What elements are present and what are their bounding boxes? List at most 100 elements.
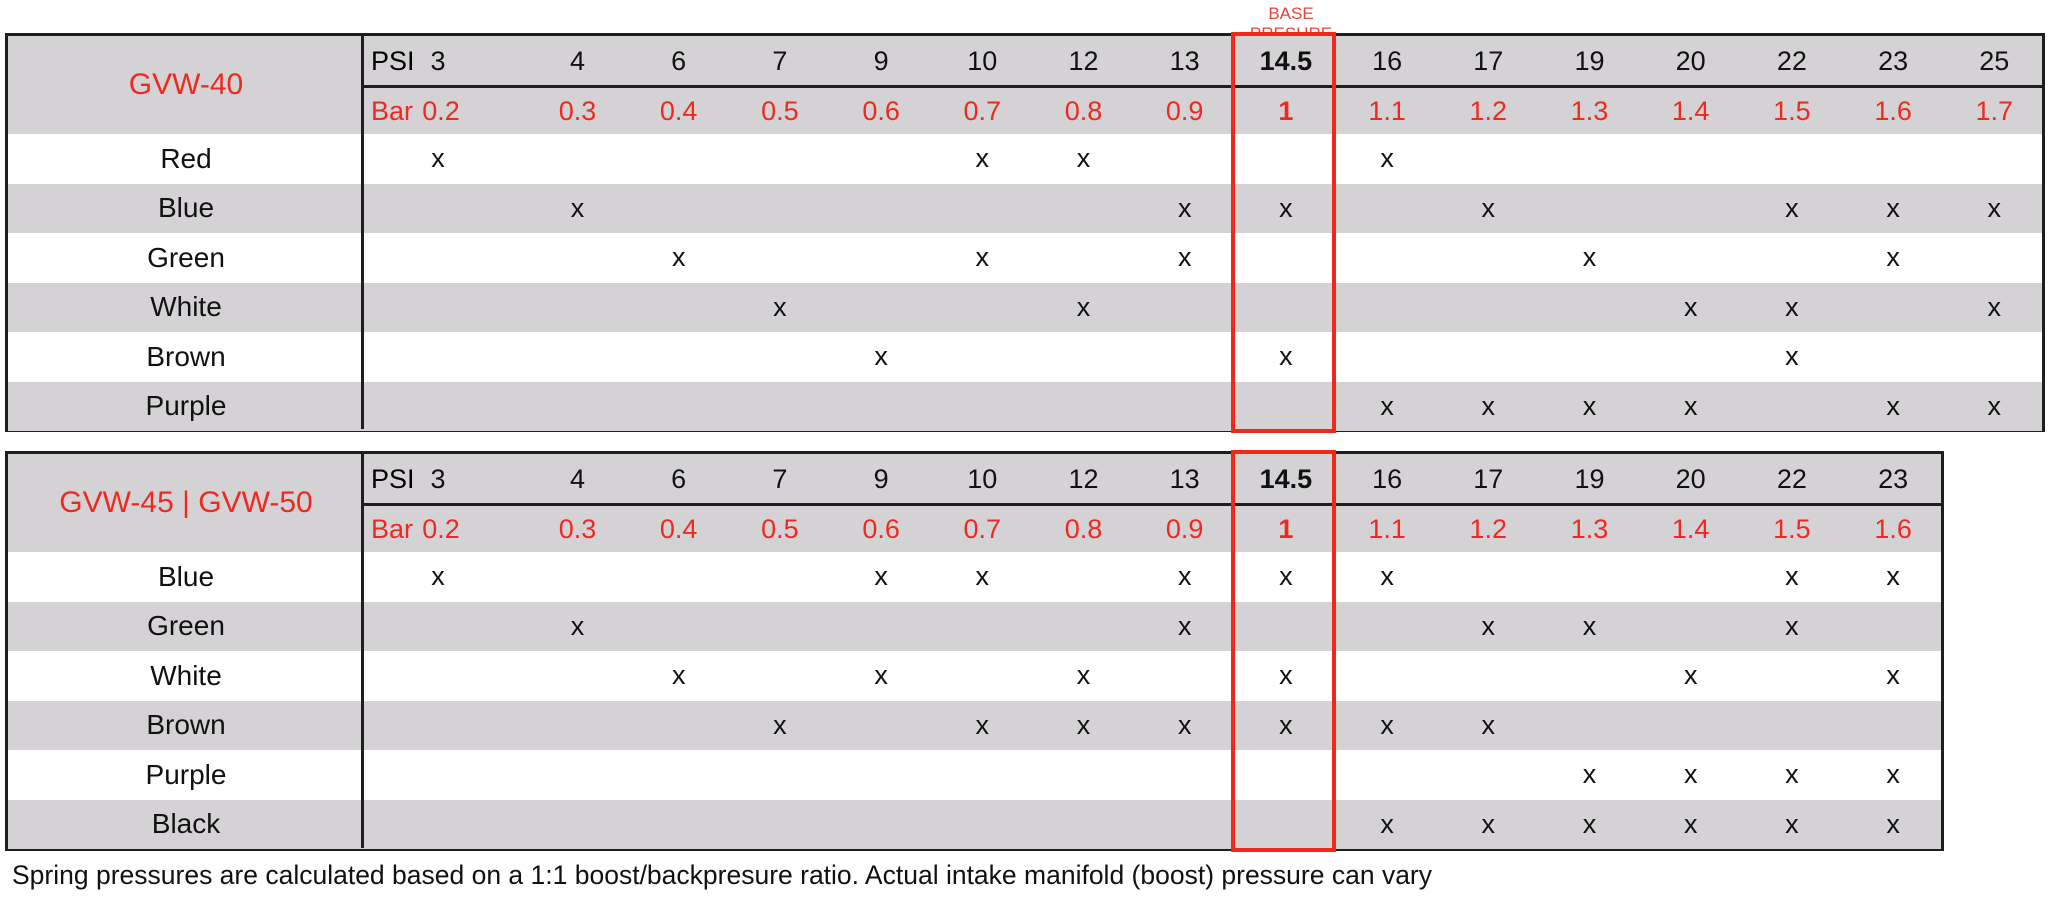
mark-x: x	[1380, 808, 1394, 839]
bar-value: 0.7	[963, 513, 1002, 544]
table-row: Purple x x x x	[8, 750, 1941, 800]
psi-value: 6	[671, 463, 687, 494]
mark-x: x	[1076, 660, 1091, 691]
table-row: Blue x x x x x x x x	[8, 552, 1941, 602]
bar-value: 1.5	[1773, 513, 1811, 544]
psi-row: PSI 3 4 6 7 9 10 12 13 14.5 16 17 19 20 22 23	[8, 454, 1941, 504]
mark-x: x	[1177, 561, 1192, 592]
psi-value: 9	[873, 45, 889, 76]
mark-x: x	[1987, 192, 2002, 223]
table-row: Green x x x x x	[8, 601, 1941, 651]
mark-x: x	[773, 709, 787, 740]
mark-x: x	[431, 561, 445, 592]
mark-x: x	[1683, 291, 1698, 322]
bar-value: 0.2	[422, 95, 460, 126]
table-row: Purple x x x x x x	[8, 381, 2042, 431]
psi-value: 14.5	[1259, 45, 1313, 76]
mark-x: x	[1380, 561, 1394, 592]
mark-x: x	[1886, 242, 1900, 273]
mark-x: x	[1076, 291, 1091, 322]
psi-value: 17	[1473, 45, 1504, 76]
mark-x: x	[1582, 808, 1597, 839]
bar-value: 1.6	[1874, 513, 1912, 544]
bar-value: 0.3	[558, 513, 597, 544]
bar-label: Bar	[371, 95, 414, 126]
bar-value: 1.4	[1671, 95, 1710, 126]
mark-x: x	[570, 192, 585, 223]
psi-value: 3	[430, 463, 446, 494]
mark-x: x	[1785, 561, 1799, 592]
mark-x: x	[1380, 143, 1394, 174]
mark-x: x	[1785, 808, 1799, 839]
row-label-green: Green	[147, 610, 225, 642]
bar-value: 1.2	[1469, 513, 1508, 544]
bar-value: 1.3	[1570, 513, 1609, 544]
mark-x: x	[874, 561, 888, 592]
mark-x: x	[1076, 709, 1091, 740]
bar-value: 0.2	[422, 513, 460, 544]
mark-x: x	[1886, 390, 1900, 421]
psi-value: 7	[772, 463, 788, 494]
bar-value: 0.5	[761, 513, 799, 544]
table-row: Brown x x x	[8, 332, 2042, 382]
mark-x: x	[1886, 561, 1900, 592]
footnote: Spring pressures are calculated based on…	[12, 860, 1433, 890]
mark-x: x	[975, 561, 990, 592]
psi-value: 25	[1979, 45, 2010, 76]
psi-value: 10	[967, 45, 998, 76]
mark-x: x	[1380, 390, 1394, 421]
table-row: White x x x x x	[8, 282, 2042, 332]
psi-value: 12	[1068, 45, 1099, 76]
mark-x: x	[671, 660, 686, 691]
mark-x: x	[1279, 709, 1293, 740]
row-label-green: Green	[147, 241, 225, 273]
psi-label: PSI	[371, 45, 415, 76]
bar-value: 0.6	[862, 513, 900, 544]
psi-value: 6	[671, 45, 687, 76]
psi-value: 23	[1878, 463, 1909, 494]
psi-value: 20	[1675, 463, 1706, 494]
bar-value: 1.2	[1469, 95, 1508, 126]
mark-x: x	[1279, 341, 1293, 372]
table-title: GVW-45 | GVW-50	[59, 486, 313, 519]
mark-x: x	[1076, 143, 1091, 174]
mark-x: x	[975, 242, 990, 273]
mark-x: x	[1987, 291, 2002, 322]
mark-x: x	[1785, 291, 1799, 322]
bar-value: 1.1	[1368, 95, 1406, 126]
mark-x: x	[1683, 660, 1698, 691]
bar-value: 1	[1278, 95, 1294, 126]
row-label-blue: Blue	[157, 560, 215, 592]
pressure-table: GVW-40 PSI 3 4 6 7 9 10 12 13 14.5 16 17 19 20 22 23 25 Ba…	[5, 32, 2045, 433]
mark-x: x	[1886, 759, 1900, 790]
bar-value: 1	[1278, 513, 1294, 544]
mark-x: x	[874, 341, 888, 372]
bar-value: 1.7	[1975, 95, 2014, 126]
psi-value: 22	[1776, 463, 1807, 494]
mark-x: x	[975, 709, 990, 740]
mark-x: x	[1785, 341, 1799, 372]
psi-value: 23	[1878, 45, 1909, 76]
mark-x: x	[1481, 808, 1496, 839]
psi-value: 20	[1675, 45, 1706, 76]
bar-value: 1.1	[1368, 513, 1406, 544]
mark-x: x	[1785, 610, 1799, 641]
mark-x: x	[1785, 759, 1799, 790]
psi-value: 12	[1068, 463, 1099, 494]
mark-x: x	[1683, 759, 1698, 790]
mark-x: x	[1886, 808, 1900, 839]
mark-x: x	[1987, 390, 2002, 421]
bar-row: Bar 0.2 0.3 0.4 0.5 0.6 0.7 0.8 0.9 1 1.1 1.2 1.3 1.4…	[8, 88, 2042, 134]
table-row: White x x x x x x	[8, 651, 1941, 701]
psi-value: 16	[1372, 463, 1403, 494]
row-label-red: Red	[160, 142, 212, 174]
bar-value: 0.4	[659, 513, 698, 544]
mark-x: x	[975, 143, 990, 174]
bar-value: 1.4	[1671, 513, 1710, 544]
mark-x: x	[1886, 660, 1900, 691]
mark-x: x	[1177, 610, 1192, 641]
row-label-black: Black	[151, 808, 221, 840]
bar-value: 1.5	[1773, 95, 1811, 126]
mark-x: x	[1177, 709, 1192, 740]
row-label-purple: Purple	[145, 390, 227, 422]
